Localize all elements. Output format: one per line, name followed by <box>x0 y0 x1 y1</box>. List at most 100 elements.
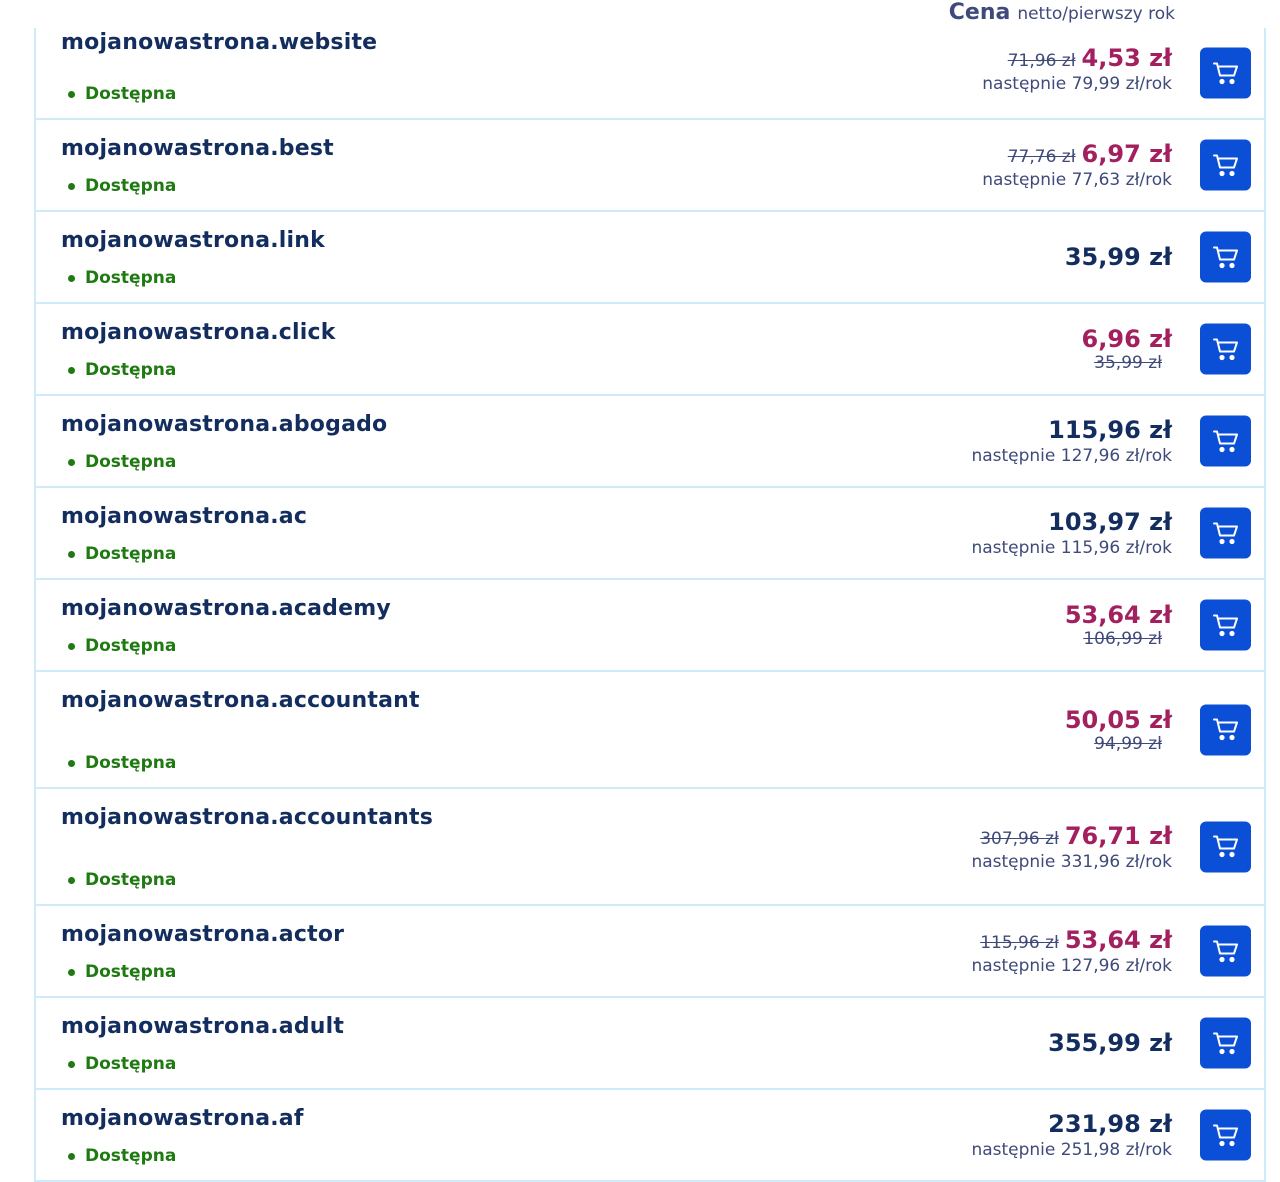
status-dot-icon <box>68 759 75 767</box>
cart-icon <box>1212 1031 1239 1055</box>
availability-status: Dostępna <box>68 84 176 104</box>
renewal-price: następnie 77,63 zł/rok <box>982 170 1172 190</box>
old-price: 94,99 zł <box>1094 733 1162 754</box>
cart-icon <box>1212 613 1239 637</box>
domain-row: mojanowastrona.website Dostępna 71,96 zł… <box>36 28 1264 120</box>
domain-name: mojanowastrona.website <box>61 30 378 55</box>
availability-status: Dostępna <box>68 870 176 890</box>
promo-price: 6,97 zł <box>1081 140 1172 168</box>
availability-status: Dostępna <box>68 636 176 656</box>
status-dot-icon <box>68 182 75 190</box>
cart-icon <box>1212 939 1239 963</box>
status-label: Dostępna <box>85 268 177 288</box>
cart-icon <box>1212 1123 1239 1147</box>
status-label: Dostępna <box>85 544 177 564</box>
cart-icon <box>1212 337 1239 361</box>
add-to-cart-button[interactable] <box>1200 925 1251 977</box>
cart-icon <box>1212 521 1239 545</box>
promo-price: 50,05 zł <box>1064 705 1172 734</box>
status-label: Dostępna <box>85 84 177 104</box>
domain-row: mojanowastrona.af Dostępna 231,98 zł nast… <box>36 1090 1264 1182</box>
status-dot-icon <box>68 458 75 466</box>
renewal-price: następnie 331,96 zł/rok <box>971 851 1172 872</box>
add-to-cart-button[interactable] <box>1200 323 1251 375</box>
domain-name: mojanowastrona.best <box>61 136 334 161</box>
add-to-cart-button[interactable] <box>1200 599 1251 651</box>
domain-row: mojanowastrona.academy Dostępna 53,64 zł… <box>36 580 1264 672</box>
add-to-cart-button[interactable] <box>1200 47 1251 99</box>
domain-row: mojanowastrona.link Dostępna 35,99 zł <box>36 212 1264 304</box>
status-dot-icon <box>68 274 75 282</box>
promo-price: 53,64 zł <box>1064 601 1172 629</box>
status-label: Dostępna <box>85 1054 177 1074</box>
domain-row: mojanowastrona.best Dostępna 77,76 zł 6,9… <box>36 120 1264 212</box>
old-price: 35,99 zł <box>1094 353 1162 373</box>
availability-status: Dostępna <box>68 452 176 472</box>
promo-price: 76,71 zł <box>1064 821 1172 850</box>
price-block: 53,64 zł 106,99 zł <box>1065 601 1172 649</box>
price: 115,96 zł <box>1048 416 1172 444</box>
status-label: Dostępna <box>85 753 177 773</box>
domain-name: mojanowastrona.accountant <box>61 688 420 713</box>
status-dot-icon <box>68 876 75 884</box>
cart-icon <box>1212 835 1239 859</box>
add-to-cart-button[interactable] <box>1200 1017 1251 1069</box>
availability-status: Dostępna <box>68 962 176 982</box>
promo-price: 4,53 zł <box>1081 44 1172 72</box>
add-to-cart-button[interactable] <box>1200 821 1251 872</box>
price-block: 355,99 zł <box>1048 1029 1172 1057</box>
price-block: 307,96 zł 76,71 zł następnie 331,96 zł/rok <box>971 822 1172 872</box>
price-block: 50,05 zł 94,99 zł <box>1065 706 1172 754</box>
status-dot-icon <box>68 366 75 374</box>
availability-status: Dostępna <box>68 268 176 288</box>
price-block: 115,96 zł 53,64 zł następnie 127,96 zł/rok <box>971 926 1172 976</box>
domain-name: mojanowastrona.actor <box>61 922 345 947</box>
availability-status: Dostępna <box>68 1146 176 1166</box>
promo-price: 6,96 zł <box>1081 325 1172 353</box>
add-to-cart-button[interactable] <box>1200 415 1251 467</box>
price-header-title: Cena <box>948 0 1011 25</box>
old-price: 115,96 zł <box>980 933 1059 953</box>
status-label: Dostępna <box>85 1146 177 1166</box>
domain-results-list: mojanowastrona.website Dostępna 71,96 zł… <box>34 28 1266 1182</box>
add-to-cart-button[interactable] <box>1200 704 1251 755</box>
price-header-subtitle: netto/pierwszy rok <box>1017 4 1175 24</box>
domain-row: mojanowastrona.accountants Dostępna 307,… <box>36 789 1264 906</box>
status-label: Dostępna <box>85 176 177 196</box>
domain-name: mojanowastrona.accountants <box>61 805 434 830</box>
status-dot-icon <box>68 968 75 976</box>
renewal-price: następnie 115,96 zł/rok <box>971 538 1172 558</box>
status-label: Dostępna <box>85 636 177 656</box>
availability-status: Dostępna <box>68 1054 176 1074</box>
add-to-cart-button[interactable] <box>1200 507 1251 559</box>
old-price: 71,96 zł <box>1007 51 1076 71</box>
domain-name: mojanowastrona.af <box>61 1106 304 1131</box>
domain-row: mojanowastrona.abogado Dostępna 115,96 z… <box>36 396 1264 488</box>
price-block: 6,96 zł 35,99 zł <box>1082 325 1172 373</box>
status-label: Dostępna <box>85 870 177 890</box>
old-price: 106,99 zł <box>1083 629 1162 649</box>
price: 103,97 zł <box>1048 508 1172 536</box>
old-price: 77,76 zł <box>1007 147 1076 167</box>
add-to-cart-button[interactable] <box>1200 139 1251 191</box>
price: 355,99 zł <box>1048 1029 1172 1057</box>
price: 35,99 zł <box>1064 243 1172 271</box>
status-label: Dostępna <box>85 962 177 982</box>
domain-name: mojanowastrona.link <box>61 228 325 253</box>
status-dot-icon <box>68 550 75 558</box>
cart-icon <box>1212 245 1239 269</box>
add-to-cart-button[interactable] <box>1200 231 1251 283</box>
availability-status: Dostępna <box>68 360 176 380</box>
price-column-header: Cena netto/pierwszy rok <box>949 0 1175 28</box>
cart-icon <box>1212 429 1239 453</box>
availability-status: Dostępna <box>68 176 176 196</box>
cart-icon <box>1212 153 1239 177</box>
cart-icon <box>1212 718 1239 742</box>
price-block: 77,76 zł 6,97 zł następnie 77,63 zł/rok <box>982 140 1172 190</box>
status-dot-icon <box>68 642 75 650</box>
add-to-cart-button[interactable] <box>1200 1109 1251 1161</box>
domain-row: mojanowastrona.adult Dostępna 355,99 zł <box>36 998 1264 1090</box>
promo-price: 53,64 zł <box>1064 926 1172 954</box>
status-label: Dostępna <box>85 452 177 472</box>
cart-icon <box>1212 61 1239 85</box>
